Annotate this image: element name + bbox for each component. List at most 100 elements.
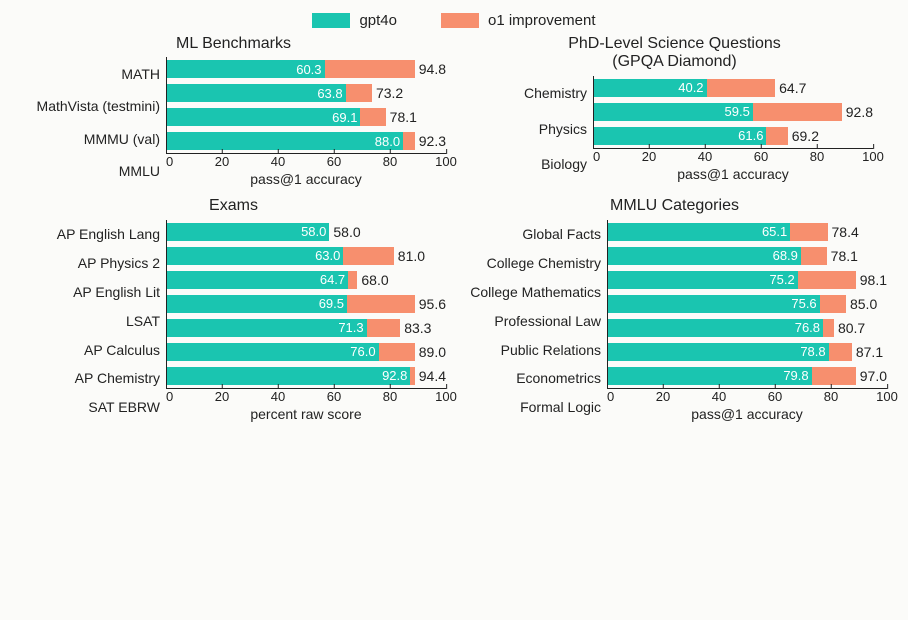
bar-segment-gpt4o: 40.2 bbox=[594, 79, 707, 97]
category-label: AP Physics 2 bbox=[18, 254, 160, 272]
bar-segment-gpt4o: 69.1 bbox=[167, 108, 360, 126]
bar-row: 92.8 94.4 bbox=[167, 367, 446, 385]
x-tick: 40 bbox=[271, 154, 285, 169]
legend-label-o1: o1 improvement bbox=[488, 12, 596, 29]
plot-column: 65.178.468.978.175.298.175.685.076.880.7… bbox=[607, 220, 890, 422]
bar-end-label: 87.1 bbox=[856, 344, 883, 360]
bar-segment-o1 bbox=[403, 132, 415, 150]
legend-label-gpt4o: gpt4o bbox=[359, 12, 397, 29]
category-label: SAT EBRW bbox=[18, 398, 160, 416]
chart-body: AP English Lang AP Physics 2 AP English Li… bbox=[18, 220, 449, 422]
bar-row: 58.058.0 bbox=[167, 223, 446, 241]
bar-row: 88.092.3 bbox=[167, 132, 446, 150]
x-tick: 80 bbox=[824, 389, 838, 404]
panel-exams: ExamsAP English LangAP Physics 2AP Engli… bbox=[18, 197, 449, 610]
bar-end-label: 89.0 bbox=[419, 344, 446, 360]
bar-end-label: 94.8 bbox=[419, 61, 446, 77]
category-label: AP Chemistry bbox=[18, 369, 160, 387]
bar-row: 69.5 95.6 bbox=[167, 295, 446, 313]
bar-segment-gpt4o: 92.8 bbox=[167, 367, 410, 385]
bar-end-label: 94.4 bbox=[419, 368, 446, 384]
bar-segment-gpt4o: 69.5 bbox=[167, 295, 347, 313]
bar-segment-gpt4o: 63.8 bbox=[167, 84, 346, 102]
category-label: MathVista (testmini) bbox=[18, 97, 160, 115]
figure-root: gpt4o o1 improvement ML BenchmarksMATHMa… bbox=[0, 0, 908, 620]
category-label: College Mathematics bbox=[459, 283, 601, 301]
bar-segment-o1 bbox=[798, 271, 856, 289]
panel-title: PhD-Level Science Questions (GPQA Diamon… bbox=[459, 35, 890, 72]
x-tick: 100 bbox=[435, 389, 457, 404]
bar-end-label: 85.0 bbox=[850, 296, 877, 312]
x-axis: 020406080100 bbox=[593, 149, 890, 167]
bar-end-label: 98.1 bbox=[860, 272, 887, 288]
bars-area: 58.058.063.081.064.768.069.595.671.383.3… bbox=[166, 220, 446, 389]
bar-end-label: 78.1 bbox=[390, 109, 417, 125]
plot-column: 58.058.063.081.064.768.069.595.671.383.3… bbox=[166, 220, 449, 422]
bar-row: 75.298.1 bbox=[608, 271, 887, 289]
bar-end-label: 92.3 bbox=[419, 133, 446, 149]
bar-segment-o1 bbox=[410, 367, 414, 385]
bar-row: 76.8 80.7 bbox=[608, 319, 887, 337]
category-label: Econometrics bbox=[459, 369, 601, 387]
x-tick: 100 bbox=[435, 154, 457, 169]
bar-row: 61.6 69.2 bbox=[594, 127, 873, 145]
bar-row: 63.081.0 bbox=[167, 247, 446, 265]
category-column: MATHMathVista (testmini)MMMU (val)MMLU bbox=[18, 57, 166, 187]
category-column: ChemistryPhysicsBiology bbox=[459, 76, 593, 182]
x-tick: 20 bbox=[215, 389, 229, 404]
legend-item-o1: o1 improvement bbox=[441, 12, 596, 29]
x-tick: 80 bbox=[810, 149, 824, 164]
x-axis-label: pass@1 accuracy bbox=[593, 166, 873, 182]
bar-segment-o1 bbox=[766, 127, 787, 145]
bar-segment-o1 bbox=[753, 103, 842, 121]
bar-row: 68.978.1 bbox=[608, 247, 887, 265]
category-label: LSAT bbox=[18, 312, 160, 330]
bar-end-label: 68.0 bbox=[361, 272, 388, 288]
category-column: AP English Lang AP Physics 2 AP English Li… bbox=[18, 220, 166, 422]
x-tick: 60 bbox=[327, 389, 341, 404]
bar-segment-gpt4o: 61.6 bbox=[594, 127, 766, 145]
bar-end-label: 73.2 bbox=[376, 85, 403, 101]
bar-segment-o1 bbox=[823, 319, 834, 337]
bar-segment-gpt4o: 76.0 bbox=[167, 343, 379, 361]
category-label: AP English Lit bbox=[18, 283, 160, 301]
bar-row: 79.897.0 bbox=[608, 367, 887, 385]
bar-row: 78.8 87.1 bbox=[608, 343, 887, 361]
panel-title: ML Benchmarks bbox=[18, 35, 449, 53]
bar-segment-gpt4o: 63.0 bbox=[167, 247, 343, 265]
bar-row: 40.264.7 bbox=[594, 79, 873, 97]
bar-end-label: 95.6 bbox=[419, 296, 446, 312]
bar-segment-gpt4o: 59.5 bbox=[594, 103, 753, 121]
x-tick: 40 bbox=[698, 149, 712, 164]
category-label: Public Relations bbox=[459, 341, 601, 359]
x-tick: 60 bbox=[754, 149, 768, 164]
bar-segment-o1 bbox=[379, 343, 415, 361]
bar-end-label: 97.0 bbox=[860, 368, 887, 384]
category-label: MMMU (val) bbox=[18, 130, 160, 148]
x-tick: 40 bbox=[271, 389, 285, 404]
bar-segment-gpt4o: 78.8 bbox=[608, 343, 829, 361]
bar-segment-o1 bbox=[325, 60, 415, 78]
x-axis-label: pass@1 accuracy bbox=[607, 406, 887, 422]
bar-segment-gpt4o: 76.8 bbox=[608, 319, 823, 337]
x-axis-label: pass@1 accuracy bbox=[166, 171, 446, 187]
bar-row: 69.1 78.1 bbox=[167, 108, 446, 126]
bar-end-label: 69.2 bbox=[792, 128, 819, 144]
x-tick: 0 bbox=[166, 154, 173, 169]
bar-row: 59.592.8 bbox=[594, 103, 873, 121]
category-label: AP English Lang bbox=[18, 225, 160, 243]
category-column: Global FactsCollege ChemistryCollege Mat… bbox=[459, 220, 607, 422]
bar-segment-o1 bbox=[348, 271, 357, 289]
bar-end-label: 80.7 bbox=[838, 320, 865, 336]
x-tick: 0 bbox=[607, 389, 614, 404]
bar-segment-gpt4o: 60.3 bbox=[167, 60, 325, 78]
x-tick: 40 bbox=[712, 389, 726, 404]
bar-row: 75.685.0 bbox=[608, 295, 887, 313]
bar-segment-gpt4o: 58.0 bbox=[167, 223, 329, 241]
bar-segment-o1 bbox=[801, 247, 827, 265]
bars-area: 65.178.468.978.175.298.175.685.076.880.7… bbox=[607, 220, 887, 389]
bar-segment-o1 bbox=[367, 319, 401, 337]
panel-ml: ML BenchmarksMATHMathVista (testmini)MMM… bbox=[18, 35, 449, 187]
bar-segment-gpt4o: 68.9 bbox=[608, 247, 801, 265]
category-label: College Chemistry bbox=[459, 254, 601, 272]
